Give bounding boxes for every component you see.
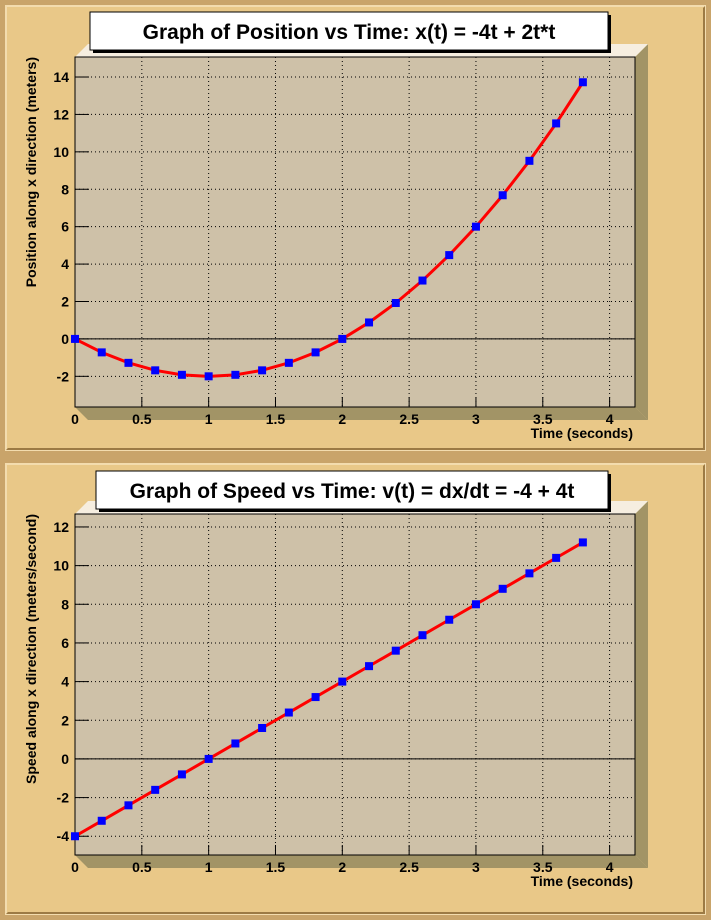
y-tick-label: 2: [61, 712, 69, 728]
x-tick-label: 0: [71, 411, 79, 427]
x-tick-label: 3: [472, 859, 480, 875]
marker: [471, 600, 480, 609]
y-tick-label: 6: [61, 219, 69, 235]
frame-bevel-right: [635, 501, 648, 868]
y-tick-label: 14: [53, 69, 69, 85]
y-tick-label: 10: [53, 558, 69, 574]
x-tick-label: 1.5: [266, 411, 286, 427]
marker: [71, 832, 79, 841]
x-tick-label: 1.5: [266, 859, 286, 875]
marker: [445, 615, 454, 624]
marker: [365, 318, 374, 327]
y-tick-label: 4: [61, 674, 69, 690]
marker: [124, 801, 133, 810]
curve: [74, 541, 584, 838]
x-axis-label: Time (seconds): [531, 425, 633, 441]
marker: [525, 156, 534, 165]
x-tick-label: 0.5: [132, 859, 152, 875]
curve: [74, 81, 585, 378]
frame: [74, 56, 636, 408]
marker: [204, 372, 213, 381]
marker: [177, 370, 186, 379]
y-tick-label: -2: [57, 368, 70, 384]
marker: [418, 631, 427, 640]
marker: [471, 222, 480, 231]
y-tick-label: 6: [61, 635, 69, 651]
x-tick-label: 3.5: [533, 411, 553, 427]
marker: [552, 119, 561, 128]
marker: [578, 78, 587, 87]
marker: [204, 754, 213, 763]
x-tick-label: 3.5: [533, 859, 553, 875]
marker: [498, 584, 507, 593]
marker: [97, 348, 106, 357]
marker: [231, 370, 240, 379]
frame-bevel-bottom: [75, 407, 648, 420]
frame-bevel-bottom: [75, 855, 648, 868]
marker: [445, 251, 454, 260]
marker: [391, 646, 400, 655]
title-box: [89, 11, 609, 51]
marker: [552, 553, 561, 562]
marker: [284, 358, 293, 367]
marker: [284, 708, 293, 717]
marker: [418, 276, 427, 285]
x-tick-label: 2.5: [399, 411, 419, 427]
frame-bevel-right: [635, 44, 648, 420]
marker: [391, 298, 400, 307]
x-tick-label: 4: [606, 859, 614, 875]
marker: [151, 366, 160, 375]
y-tick-label: -2: [57, 790, 70, 806]
chart-title: Graph of Speed vs Time: v(t) = dx/dt = -…: [130, 480, 575, 503]
y-tick-label: 12: [53, 519, 69, 535]
marker: [124, 358, 133, 367]
y-axis-label: Speed along x direction (meters/second): [23, 514, 39, 784]
y-tick-label: 4: [61, 256, 69, 272]
x-tick-label: 1: [205, 411, 213, 427]
marker: [151, 785, 160, 794]
x-tick-label: 0.5: [132, 411, 152, 427]
y-tick-label: 12: [53, 106, 69, 122]
marker: [311, 348, 320, 357]
marker: [97, 816, 106, 825]
title-box: [95, 470, 609, 510]
frame: [74, 513, 636, 856]
x-tick-label: 1: [205, 859, 213, 875]
y-tick-label: 0: [61, 331, 69, 347]
x-tick-label: 0: [71, 859, 79, 875]
y-tick-label: 10: [53, 144, 69, 160]
y-axis-label: Position along x direction (meters): [23, 57, 39, 287]
x-tick-label: 2: [338, 859, 346, 875]
marker: [258, 723, 267, 732]
x-tick-label: 2.5: [399, 859, 419, 875]
marker: [338, 334, 347, 343]
marker: [338, 677, 347, 686]
x-tick-label: 2: [338, 411, 346, 427]
marker: [365, 662, 374, 671]
marker: [498, 191, 507, 200]
y-tick-label: 8: [61, 181, 69, 197]
marker: [258, 366, 267, 375]
marker: [71, 334, 79, 343]
y-tick-label: -4: [57, 828, 70, 844]
y-tick-label: 2: [61, 293, 69, 309]
x-axis-label: Time (seconds): [531, 873, 633, 889]
x-tick-label: 4: [606, 411, 614, 427]
x-tick-label: 3: [472, 411, 480, 427]
marker: [311, 693, 320, 702]
marker: [177, 770, 186, 779]
marker: [525, 569, 534, 578]
chart-title: Graph of Position vs Time: x(t) = -4t + …: [143, 21, 556, 44]
marker: [231, 739, 240, 748]
y-tick-label: 8: [61, 596, 69, 612]
marker: [578, 538, 587, 547]
y-tick-label: 0: [61, 751, 69, 767]
